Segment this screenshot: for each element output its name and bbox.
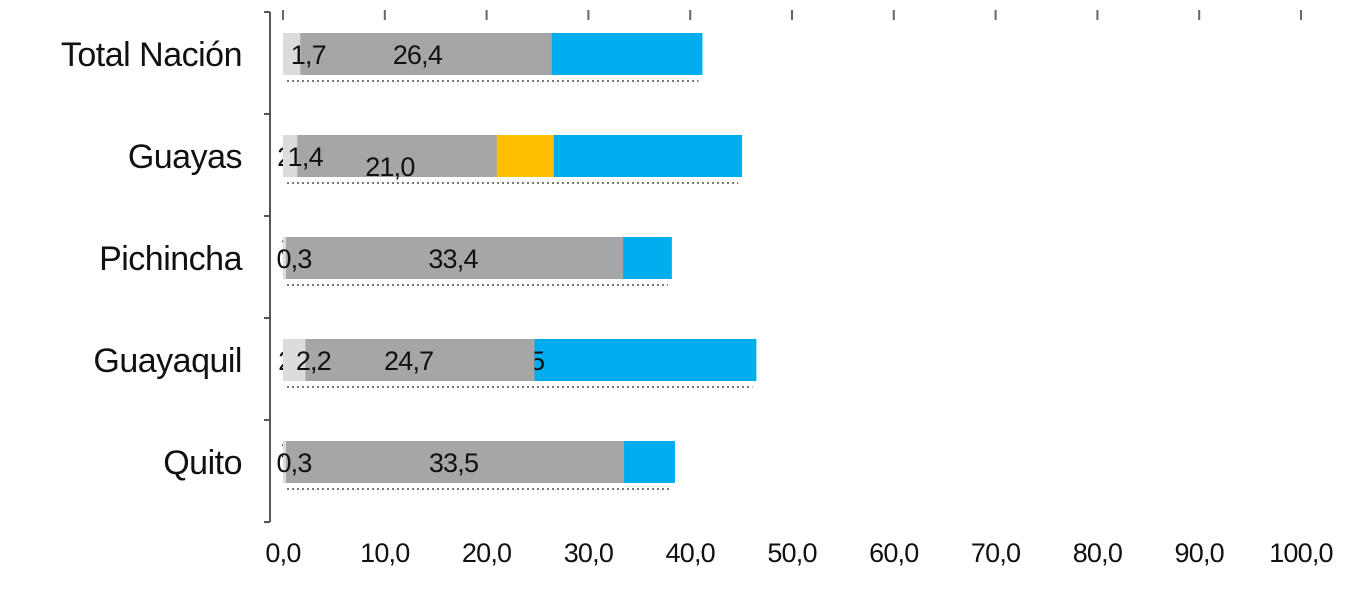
category-label: Guayas	[128, 138, 242, 176]
data-label: 33,4	[428, 244, 478, 274]
bar-segment	[283, 339, 535, 381]
bar-segment	[283, 237, 624, 279]
data-label: 33,5	[429, 448, 478, 478]
data-label: 21,0	[365, 152, 414, 182]
bar-segment	[283, 441, 625, 483]
x-tick-label: 50,0	[767, 538, 816, 568]
category-label: Total Nación	[61, 36, 242, 74]
x-tick-label: 90,0	[1175, 538, 1224, 568]
bar-segment	[283, 135, 497, 177]
x-tick-label: 80,0	[1073, 538, 1122, 568]
x-tick-label: 60,0	[869, 538, 918, 568]
x-tick-label: 30,0	[564, 538, 613, 568]
data-label: 1,4	[288, 142, 324, 172]
data-label: 0,3	[276, 244, 311, 274]
x-tick-label: 70,0	[971, 538, 1020, 568]
bar-segment	[283, 441, 287, 483]
bar-segment	[283, 237, 287, 279]
category-label: Pichincha	[99, 240, 243, 278]
data-label: 1,7	[291, 40, 326, 70]
x-tick-label: 100,0	[1269, 538, 1333, 568]
bar-segment	[283, 33, 552, 75]
x-tick-label: 40,0	[666, 538, 715, 568]
bar-segment	[283, 339, 306, 381]
bar-segment	[283, 33, 301, 75]
x-tick-label: 0,0	[265, 538, 300, 568]
category-label: Quito	[163, 444, 242, 482]
category-label: Guayaquil	[93, 342, 242, 380]
data-label: 26,4	[393, 40, 443, 70]
data-label: 24,7	[384, 346, 433, 376]
bar-segment	[283, 135, 298, 177]
x-tick-label: 20,0	[462, 538, 511, 568]
data-label: 0,3	[276, 448, 311, 478]
data-label: 2,2	[296, 346, 331, 376]
x-tick-label: 10,0	[360, 538, 409, 568]
